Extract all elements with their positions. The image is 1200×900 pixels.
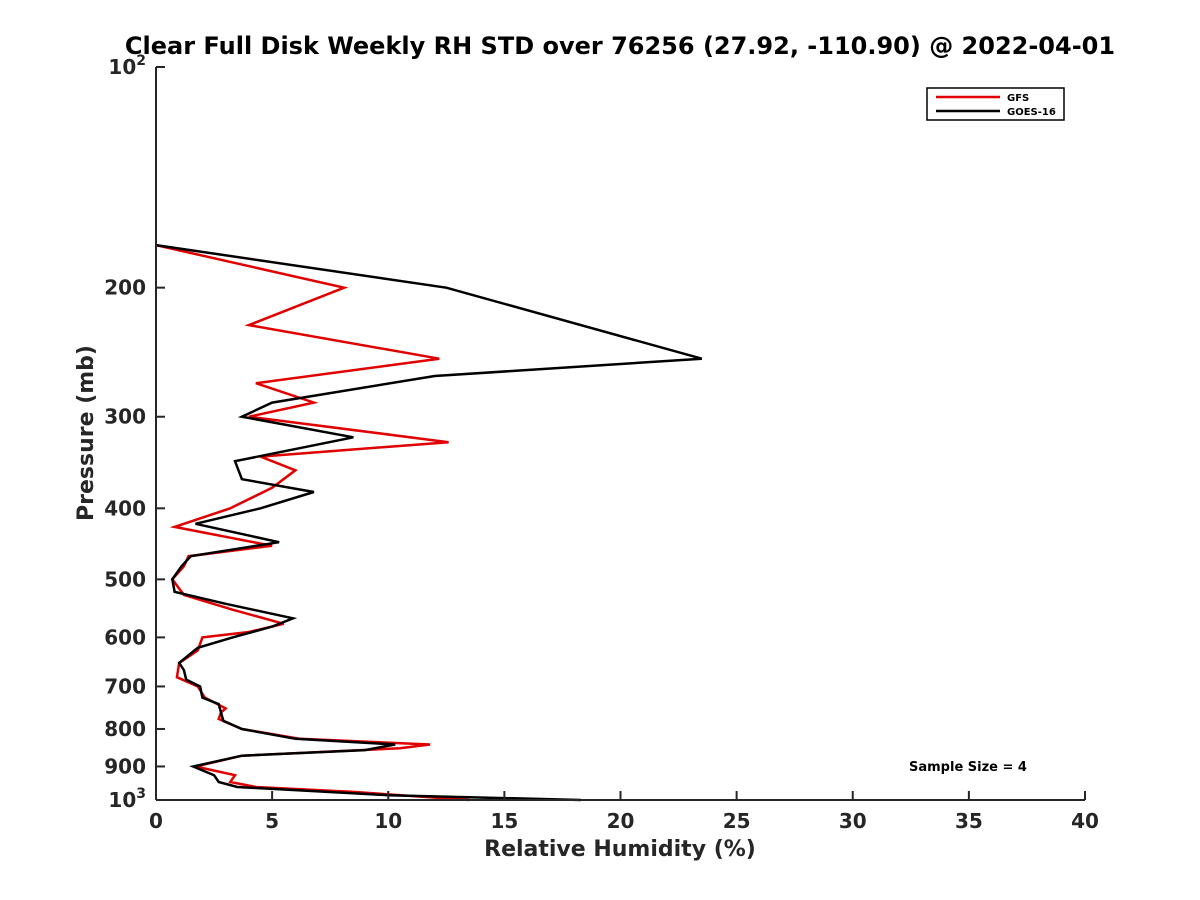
y-axis-label: Pressure (mb) <box>74 345 99 521</box>
y-tick-label: 200 <box>104 276 146 300</box>
legend-label-goes16: GOES-16 <box>1007 107 1056 118</box>
x-tick-label: 40 <box>1071 809 1099 833</box>
x-tick-label: 5 <box>265 809 279 833</box>
x-tick-label: 35 <box>955 809 983 833</box>
x-tick-label: 20 <box>607 809 635 833</box>
y-tick-label: 900 <box>104 754 146 778</box>
y-tick-label: 103 <box>108 786 146 812</box>
x-tick-label: 0 <box>149 809 163 833</box>
y-tick-label: 102 <box>108 53 146 79</box>
x-tick-label: 10 <box>374 809 402 833</box>
y-axis-ticks: 102 200 300 400 500 600 700 800 900 103 <box>104 53 165 812</box>
y-tick-label: 600 <box>104 625 146 649</box>
x-axis-label: Relative Humidity (%) <box>484 837 756 862</box>
series-line-goes16 <box>155 243 703 802</box>
x-tick-label: 15 <box>490 809 518 833</box>
legend-label-gfs: GFS <box>1007 93 1029 104</box>
sample-size-annotation: Sample Size = 4 <box>909 760 1027 775</box>
legend: GFS GOES-16 <box>926 87 1065 121</box>
x-tick-label: 25 <box>723 809 751 833</box>
x-axis-ticks: 0 5 10 15 20 25 30 35 40 <box>149 791 1099 833</box>
y-tick-label: 800 <box>104 717 146 741</box>
y-tick-label: 700 <box>104 674 146 698</box>
series-layer <box>155 243 703 802</box>
y-tick-label: 400 <box>104 496 146 520</box>
y-tick-label: 300 <box>104 405 146 429</box>
x-tick-label: 30 <box>839 809 867 833</box>
chart-title: Clear Full Disk Weekly RH STD over 76256… <box>125 32 1115 60</box>
legend-box <box>926 87 1065 121</box>
y-tick-label: 500 <box>104 567 146 591</box>
